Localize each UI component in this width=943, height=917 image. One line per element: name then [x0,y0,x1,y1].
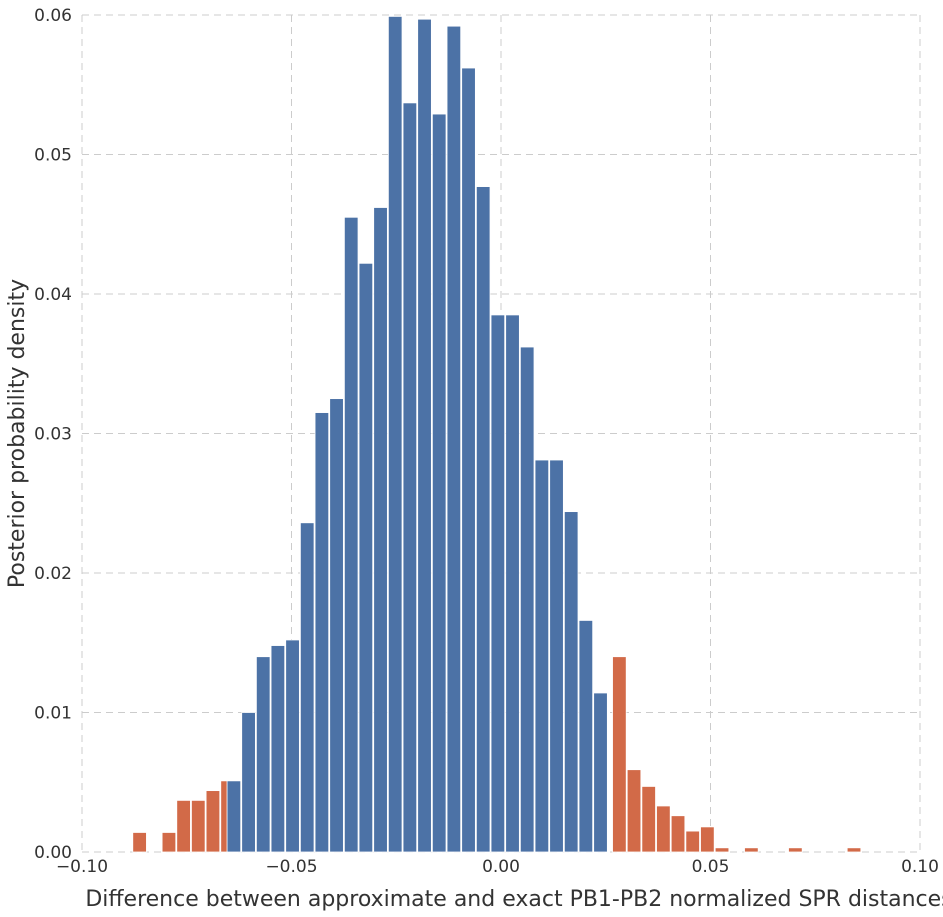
y-tick-label: 0.02 [34,564,72,584]
tail-bar [685,830,700,853]
credible-bar [431,113,447,853]
tail-bar [626,769,642,853]
credible-bar [314,412,330,853]
credible-bar [285,639,300,853]
tail-bar [788,847,803,853]
credible-bar [475,186,491,853]
y-tick-label: 0.06 [34,6,72,26]
y-tick-label: 0.00 [34,843,72,863]
tail-bar [846,847,862,853]
tail-bar [205,790,221,853]
credible-bar [446,25,462,853]
credible-bar [593,692,608,853]
y-tick-label: 0.01 [34,704,72,724]
x-tick-label: −0.05 [265,857,317,877]
histogram-bars [132,15,862,853]
credible-bar [255,656,271,853]
tail-bar [612,656,627,853]
credible-bar [578,620,594,853]
tick-labels: −0.10 −0.05 0.00 0.05 0.10 0.00 0.01 0.02 0.03 0.… [34,6,939,877]
credible-bar [299,522,315,853]
tail-bar [176,799,191,853]
y-tick-label: 0.04 [34,285,72,305]
tail-bar [641,786,656,853]
credible-bar [534,459,550,853]
credible-bar [490,314,506,853]
tail-bar [132,832,147,853]
x-tick-label: −0.10 [56,857,108,877]
tail-bar [161,832,177,853]
credible-bar [373,207,388,853]
x-tick-label: 0.00 [482,857,520,877]
credible-bar [226,780,242,853]
y-tick-label: 0.05 [34,146,72,166]
x-tick-label: 0.05 [692,857,730,877]
x-axis-title: Difference between approximate and exact… [85,887,943,912]
tail-bar [191,799,206,853]
tail-bar [670,815,686,853]
tail-bar [700,826,715,853]
credible-bar [417,18,432,853]
credible-bar [358,262,374,853]
credible-bar [461,67,476,853]
credible-bar [241,712,256,853]
credible-bar [402,102,418,853]
tail-bar [656,805,671,853]
credible-bar [505,314,520,853]
y-axis-title: Posterior probability density [5,279,30,588]
credible-bar [519,346,535,853]
credible-bar [343,216,359,853]
credible-bar [329,398,344,853]
credible-bar [549,459,564,853]
credible-bar [563,511,579,853]
credible-bar [270,645,286,853]
tail-bar [744,847,759,853]
credible-bar [387,15,403,853]
tail-bar [714,847,730,853]
x-tick-label: 0.10 [901,857,939,877]
y-tick-label: 0.03 [34,425,72,445]
